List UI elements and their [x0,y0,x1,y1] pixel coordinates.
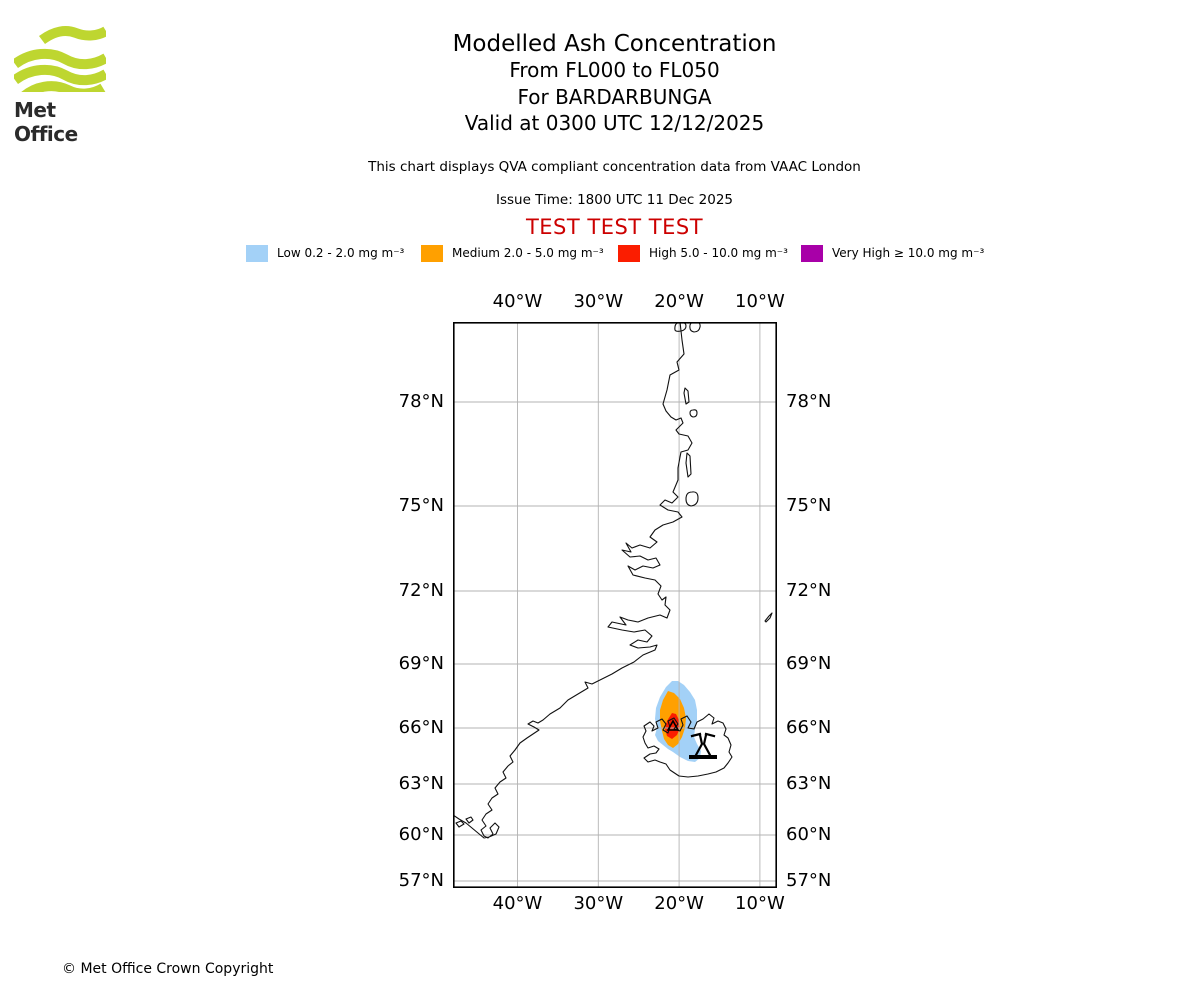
legend-label-1: Medium 2.0 - 5.0 mg m⁻³ [452,246,604,260]
copyright-text: © Met Office Crown Copyright [62,961,274,977]
x-tick-bottom-2: 20°W [654,893,704,914]
legend-label-2: High 5.0 - 10.0 mg m⁻³ [649,246,788,260]
eruption-symbol-icon [689,732,717,759]
y-tick-left-6: 60°N [398,824,444,845]
subtitle-volcano: For BARDARBUNGA [517,84,712,109]
y-tick-left-4: 66°N [398,717,444,738]
x-tick-top-2: 20°W [654,291,704,312]
legend-label-3: Very High ≥ 10.0 mg m⁻³ [832,246,985,260]
greenland-offshore-islands [455,322,701,828]
y-tick-left-1: 75°N [398,495,444,516]
legend-swatch-0 [246,244,268,262]
volcano-marker-icon [666,719,680,731]
y-tick-right-6: 60°N [786,824,832,845]
legend-item-2: High 5.0 - 10.0 mg m⁻³ [618,244,788,262]
jan-mayen-island [764,612,773,623]
y-tick-left-3: 69°N [398,653,444,674]
y-tick-right-2: 72°N [786,580,832,601]
x-tick-top-0: 40°W [492,291,543,312]
y-tick-left-7: 57°N [398,870,444,891]
x-tick-top-1: 30°W [573,291,624,312]
x-tick-bottom-1: 30°W [573,893,624,914]
chart-description: This chart displays QVA compliant concen… [368,159,861,175]
y-tick-right-4: 66°N [786,717,832,738]
legend-item-0: Low 0.2 - 2.0 mg m⁻³ [246,244,404,262]
y-tick-right-3: 69°N [786,653,832,674]
issue-time: Issue Time: 1800 UTC 11 Dec 2025 [495,192,734,208]
iceland-coastline [642,713,733,778]
x-tick-top-3: 10°W [735,291,785,312]
legend-item-1: Medium 2.0 - 5.0 mg m⁻³ [421,244,604,262]
map [453,322,777,888]
page-title: Modelled Ash Concentration [452,31,777,57]
logo-brand-text: Met Office [14,98,78,146]
legend-swatch-3 [801,244,823,262]
met-office-logo: Met Office [12,26,124,146]
y-tick-right-5: 63°N [786,773,832,794]
test-banner: TEST TEST TEST [525,215,704,239]
y-tick-right-0: 78°N [786,391,832,412]
y-tick-right-1: 75°N [786,495,832,516]
graticule-grid [453,322,777,888]
header-block: Modelled Ash Concentration From FL000 to… [29,31,1200,137]
legend-label-0: Low 0.2 - 2.0 mg m⁻³ [277,246,405,260]
greenland-coastline [453,322,693,839]
x-tick-bottom-0: 40°W [492,893,543,914]
subtitle-flight-levels: From FL000 to FL050 [509,58,720,82]
y-tick-left-2: 72°N [398,580,444,601]
y-tick-left-5: 63°N [398,773,444,794]
y-tick-left-0: 78°N [398,391,444,412]
legend-swatch-2 [618,244,640,262]
subtitle-valid-time: Valid at 0300 UTC 12/12/2025 [464,111,765,135]
legend-swatch-1 [421,244,443,262]
ash-high-polygon [665,713,680,739]
y-tick-right-7: 57°N [786,870,832,891]
map-frame [453,322,777,888]
x-tick-bottom-3: 10°W [735,893,785,914]
legend-item-3: Very High ≥ 10.0 mg m⁻³ [801,244,984,262]
